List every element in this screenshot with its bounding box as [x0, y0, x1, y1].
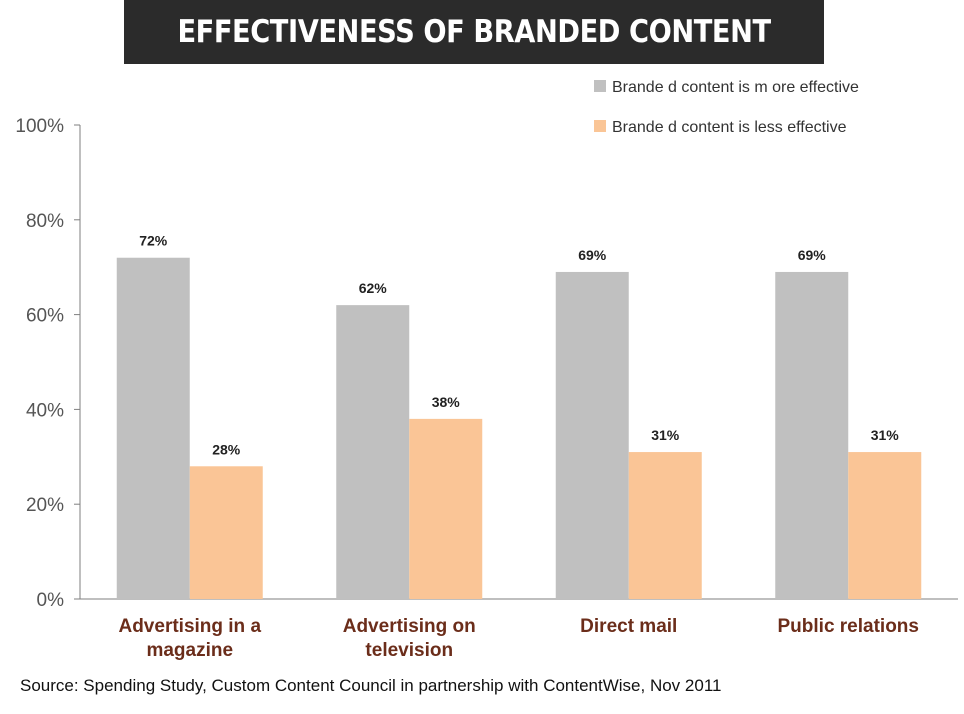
category-label: Advertising on	[343, 616, 476, 637]
bar-less-effective	[628, 452, 702, 599]
bar-value-label: 69%	[798, 247, 827, 263]
legend-swatch-less	[594, 120, 606, 132]
bar-more-effective	[775, 271, 849, 599]
y-tick-label: 80%	[26, 211, 64, 232]
category-label: Direct mail	[580, 616, 677, 637]
bar-value-label: 72%	[139, 233, 168, 249]
chart-title-bar: EFFECTIVENESS OF BRANDED CONTENT	[124, 0, 824, 64]
chart-title: EFFECTIVENESS OF BRANDED CONTENT	[177, 14, 771, 50]
bar-less-effective	[409, 418, 483, 599]
bar-value-label: 38%	[432, 394, 461, 410]
bar-value-label: 31%	[651, 427, 680, 443]
y-tick-label: 20%	[26, 495, 64, 516]
legend-swatch-more	[594, 80, 606, 92]
category-label: Advertising in a	[118, 616, 261, 637]
bar-more-effective	[116, 257, 190, 599]
bar-value-label: 69%	[578, 247, 607, 263]
bar-more-effective	[555, 271, 629, 599]
bar-less-effective	[848, 452, 922, 599]
category-label: magazine	[146, 640, 233, 661]
y-tick-label: 100%	[15, 116, 64, 137]
bar-chart: 0% 20% 40% 60% 80% 100% 72% 28% Advertising in a…	[15, 79, 958, 661]
bar-value-label: 31%	[871, 427, 900, 443]
source-note: Source: Spending Study, Custom Content C…	[20, 676, 722, 695]
legend-label: Brande d content is less effective	[612, 119, 847, 136]
category-label: Public relations	[778, 616, 919, 637]
legend-label: Brande d content is m ore effective	[612, 79, 859, 96]
bar-less-effective	[189, 466, 263, 599]
bar-value-label: 62%	[359, 280, 388, 296]
y-tick-label: 40%	[26, 400, 64, 421]
y-tick-label: 0%	[37, 590, 65, 611]
bar-more-effective	[336, 305, 410, 599]
category-label: television	[365, 640, 453, 661]
y-tick-label: 60%	[26, 306, 64, 327]
bar-value-label: 28%	[212, 441, 241, 457]
